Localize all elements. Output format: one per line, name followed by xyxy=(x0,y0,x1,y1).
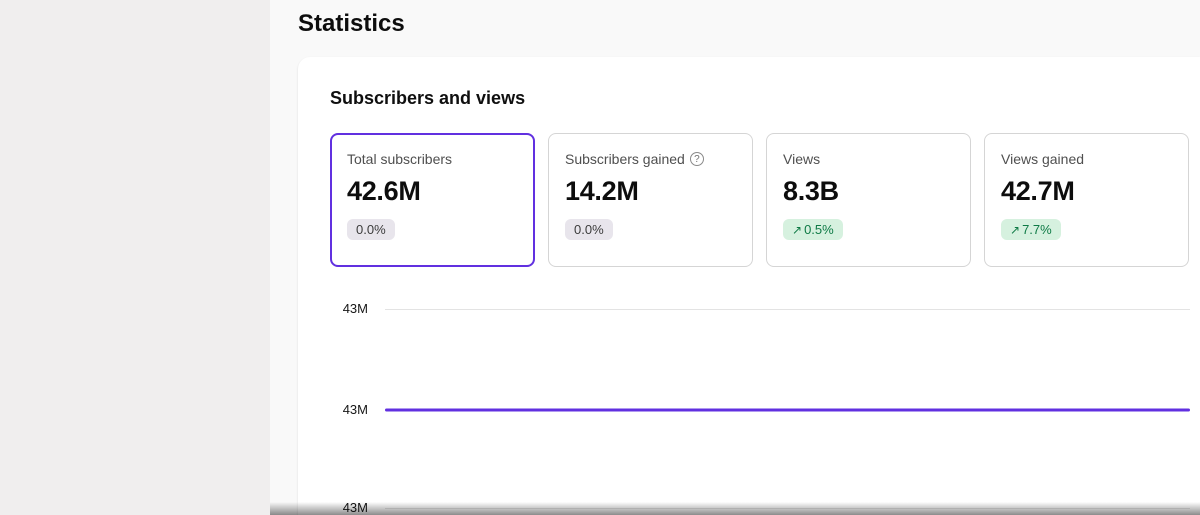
metric-delta: 7.7% xyxy=(1022,222,1052,237)
metric-card-total-subscribers[interactable]: Total subscribers 42.6M 0.0% xyxy=(330,133,535,267)
metric-cards-row: Total subscribers 42.6M 0.0% Subscribers… xyxy=(330,133,1189,267)
metric-delta: 0.5% xyxy=(804,222,834,237)
statistics-panel: Subscribers and views Total subscribers … xyxy=(298,57,1200,515)
metric-card-views[interactable]: Views 8.3B ↗ 0.5% xyxy=(766,133,971,267)
metric-label: Total subscribers xyxy=(347,151,453,167)
section-heading: Subscribers and views xyxy=(330,88,526,108)
metric-delta-badge: ↗ 0.5% xyxy=(783,219,843,240)
chart-gridline-row: 43M xyxy=(298,498,1200,515)
chart-gridline-row: 43M xyxy=(298,299,1200,319)
chart-series-row: 43M xyxy=(298,400,1200,420)
metric-label: Views gained xyxy=(1001,151,1085,167)
info-icon[interactable]: ? xyxy=(689,152,704,166)
total-subscribers-line xyxy=(385,408,1190,412)
gridline xyxy=(385,508,1190,509)
y-axis-tick: 43M xyxy=(342,402,368,417)
trend-up-icon: ↗ xyxy=(1010,222,1021,237)
gridline xyxy=(385,309,1190,310)
metric-value: 42.6M xyxy=(347,176,421,206)
y-axis-tick: 43M xyxy=(342,500,368,515)
metric-delta: 0.0% xyxy=(574,222,604,237)
metric-delta-badge: 0.0% xyxy=(565,219,613,240)
metric-card-subscribers-gained[interactable]: Subscribers gained ? 14.2M 0.0% xyxy=(548,133,753,267)
metric-value: 42.7M xyxy=(1001,176,1075,206)
metric-value: 8.3B xyxy=(783,176,839,206)
page-title: Statistics xyxy=(298,10,405,37)
metric-value: 14.2M xyxy=(565,176,639,206)
metric-card-views-gained[interactable]: Views gained 42.7M ↗ 7.7% xyxy=(984,133,1189,267)
metric-label: Subscribers gained xyxy=(565,151,685,167)
y-axis-tick: 43M xyxy=(342,301,368,316)
metric-delta: 0.0% xyxy=(356,222,386,237)
metric-delta-badge: ↗ 7.7% xyxy=(1001,219,1061,240)
trend-up-icon: ↗ xyxy=(792,222,803,237)
sidebar-panel xyxy=(0,0,270,515)
metric-label: Views xyxy=(783,151,821,167)
metric-delta-badge: 0.0% xyxy=(347,219,395,240)
